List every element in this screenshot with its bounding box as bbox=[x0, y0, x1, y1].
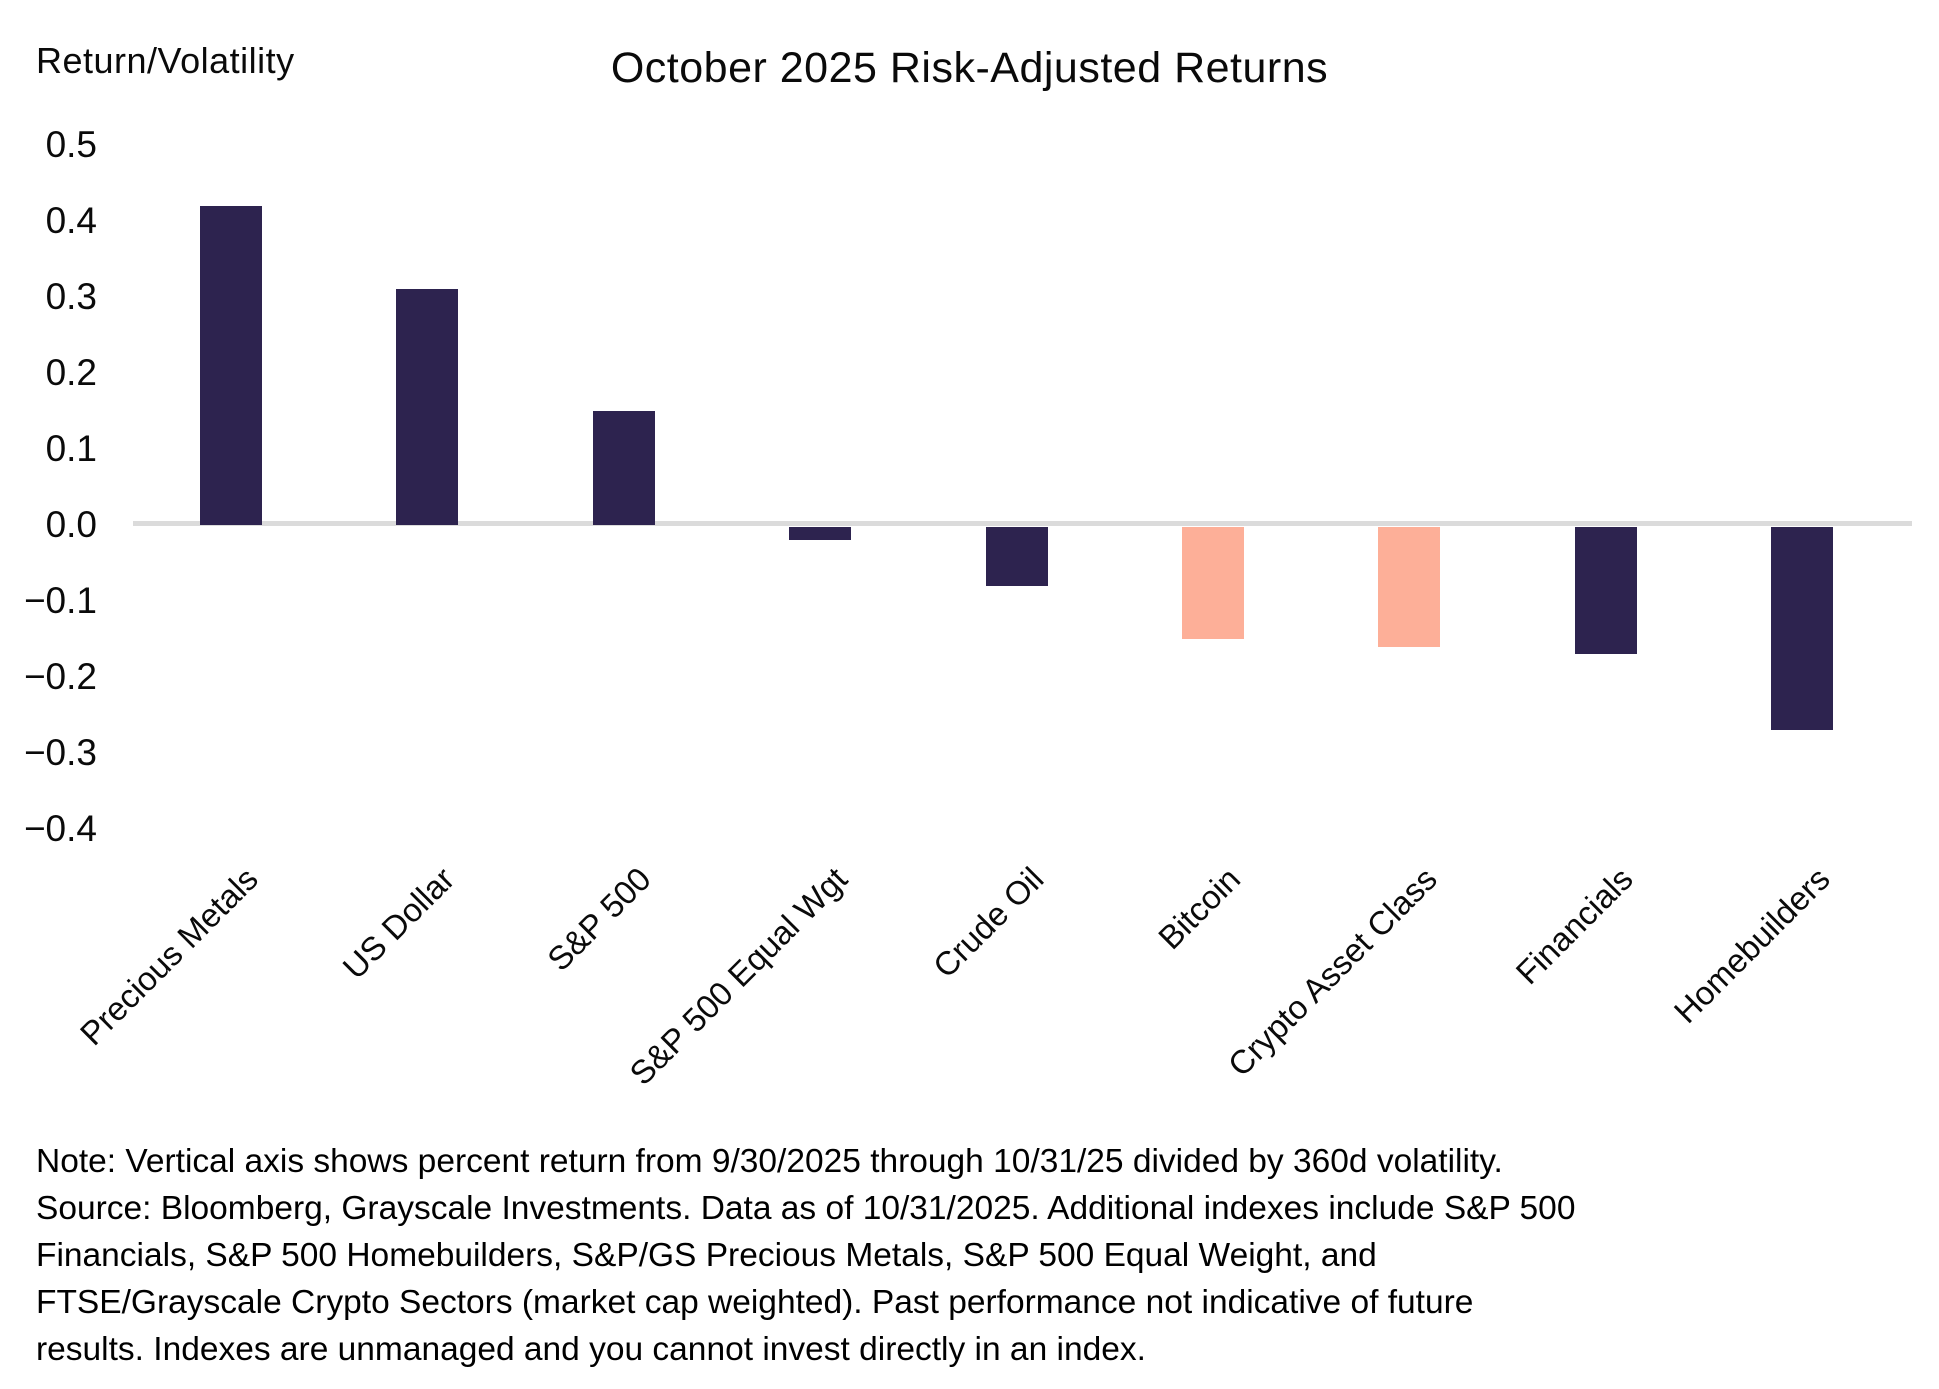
y-axis-title: Return/Volatility bbox=[36, 40, 295, 81]
y-tick-label: 0.1 bbox=[45, 428, 97, 469]
bar-precious-metals bbox=[200, 205, 262, 525]
bar-s-p-500 bbox=[592, 411, 655, 525]
y-tick-label: 0.0 bbox=[45, 504, 97, 545]
y-tick-label: 0.2 bbox=[45, 352, 97, 393]
bar-homebuilders bbox=[1771, 527, 1834, 731]
bar-financials bbox=[1574, 527, 1637, 655]
x-category-label: Crypto Asset Class bbox=[1220, 860, 1444, 1084]
x-category-label: S&P 500 Equal Wgt bbox=[622, 860, 855, 1092]
x-category-label: Precious Metals bbox=[72, 860, 266, 1053]
bar-s-p-500-equal-wgt bbox=[789, 527, 852, 541]
x-category-label: S&P 500 bbox=[540, 860, 658, 978]
y-tick-label: 0.3 bbox=[45, 276, 97, 317]
x-category-label: US Dollar bbox=[335, 860, 462, 987]
note-line: Source: Bloomberg, Grayscale Investments… bbox=[36, 1190, 1576, 1227]
bar-us-dollar bbox=[396, 289, 459, 525]
zero-axis-line bbox=[133, 521, 1912, 526]
note-line: Financials, S&P 500 Homebuilders, S&P/GS… bbox=[36, 1237, 1377, 1274]
x-category-label: Homebuilders bbox=[1666, 860, 1837, 1031]
chart-title: October 2025 Risk-Adjusted Returns bbox=[610, 44, 1329, 92]
bar-crypto-asset-class bbox=[1378, 527, 1441, 647]
y-tick-label: 0.5 bbox=[45, 124, 97, 165]
x-category-label: Financials bbox=[1508, 860, 1640, 992]
y-tick-label: −0.1 bbox=[23, 580, 97, 621]
note-line: Note: Vertical axis shows percent return… bbox=[36, 1143, 1503, 1180]
y-tick-label: 0.4 bbox=[45, 200, 97, 241]
x-category-label: Bitcoin bbox=[1150, 860, 1248, 957]
footnote: Note: Vertical axis shows percent return… bbox=[36, 1138, 1916, 1373]
note-line: FTSE/Grayscale Crypto Sectors (market ca… bbox=[36, 1284, 1474, 1321]
bar-crude-oil bbox=[985, 527, 1048, 586]
bar-bitcoin bbox=[1182, 527, 1244, 639]
x-category-label: Crude Oil bbox=[926, 860, 1051, 985]
y-tick-label: −0.3 bbox=[23, 732, 97, 773]
y-tick-label: −0.2 bbox=[23, 656, 97, 697]
note-line: results. Indexes are unmanaged and you c… bbox=[36, 1331, 1146, 1368]
y-tick-label: −0.4 bbox=[23, 808, 97, 849]
